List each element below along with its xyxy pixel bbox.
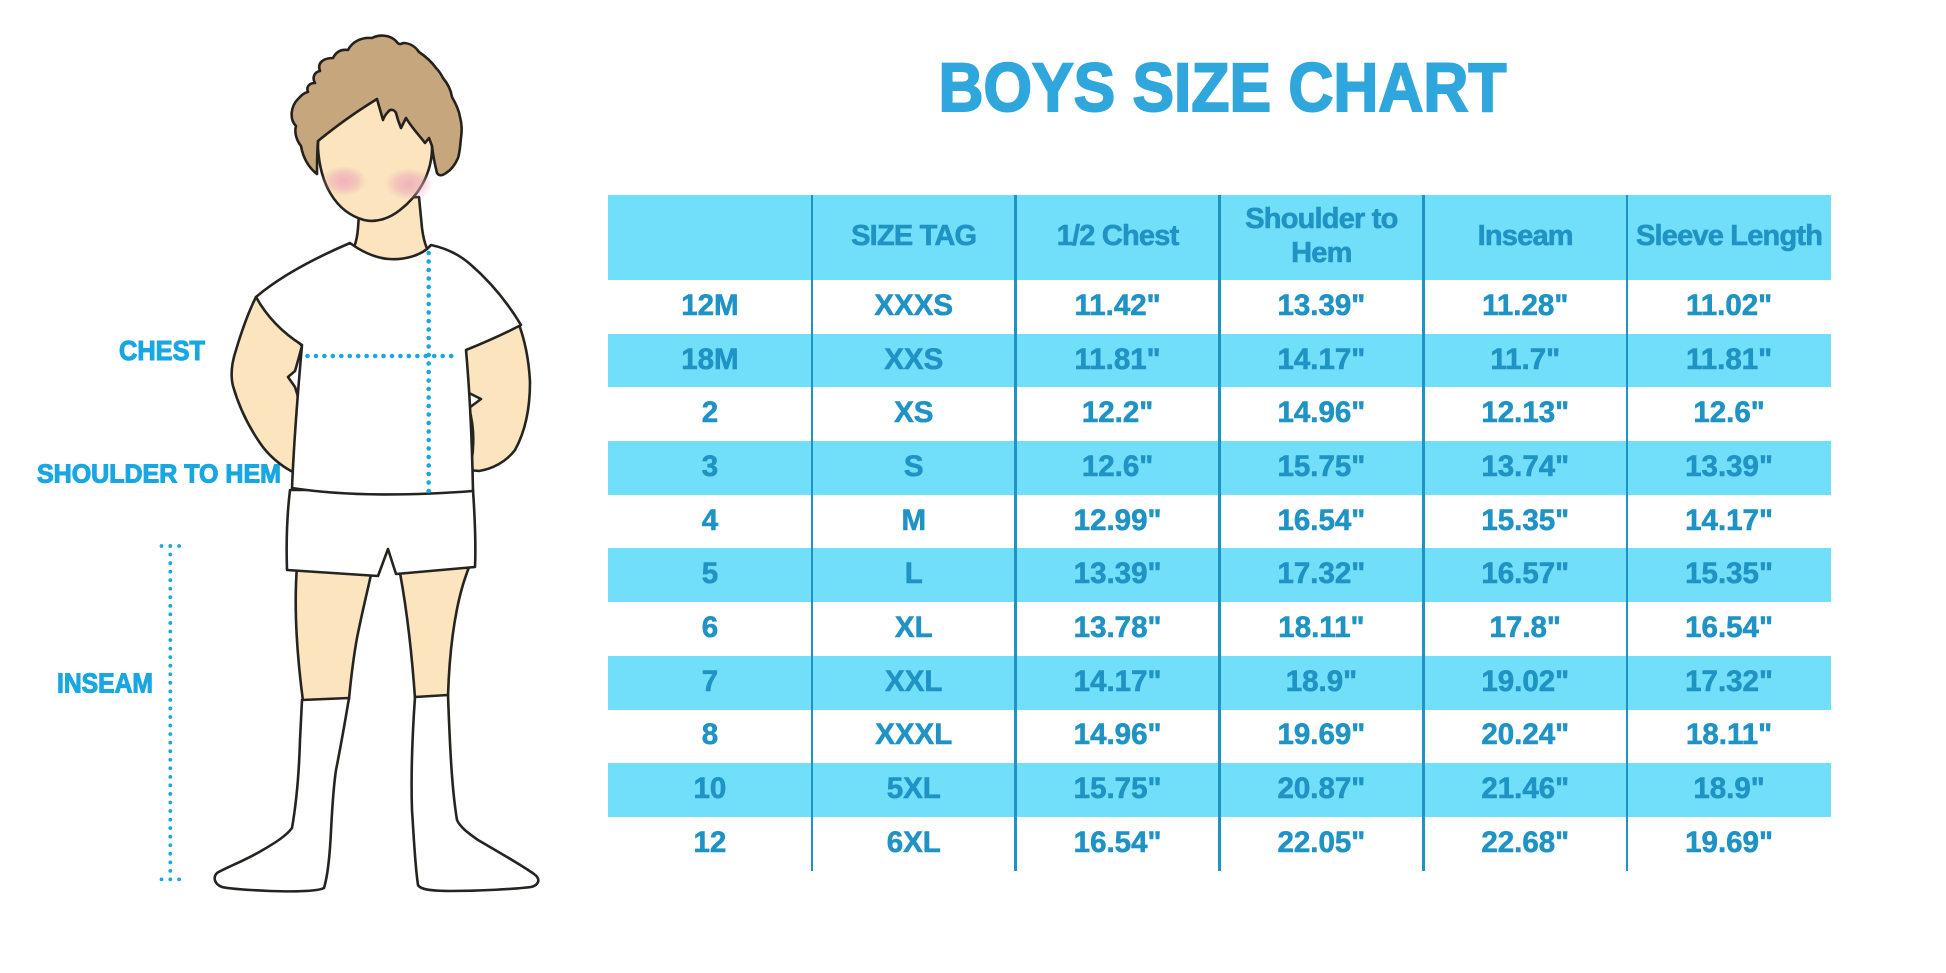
svg-text:CHEST: CHEST: [119, 335, 205, 366]
svg-text:SHOULDER TO HEM: SHOULDER TO HEM: [37, 459, 281, 489]
svg-text:INSEAM: INSEAM: [57, 668, 153, 699]
svg-text:BOYS SIZE CHART: BOYS SIZE CHART: [939, 49, 1507, 126]
